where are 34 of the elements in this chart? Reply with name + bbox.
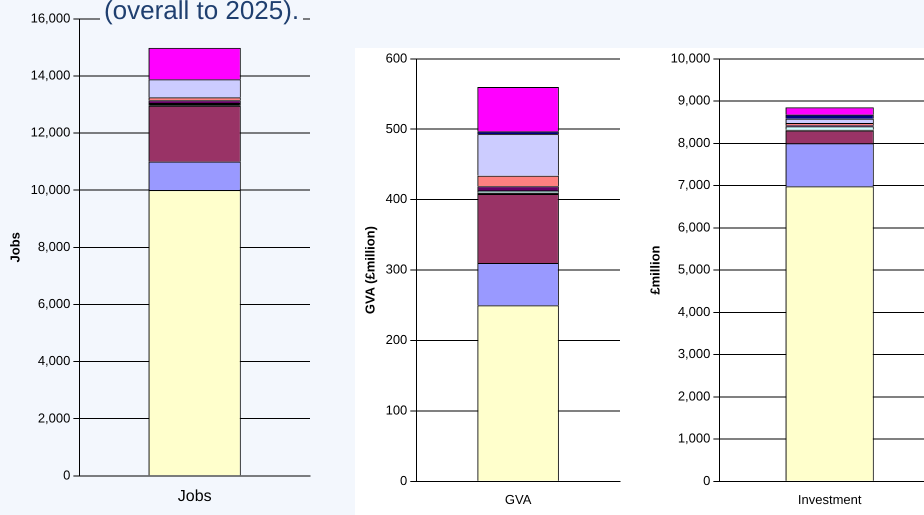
y-tick-label: 1,000 (678, 430, 710, 446)
y-tick-label: 5,000 (678, 262, 710, 277)
y-tick-label: 10,000 (670, 50, 710, 66)
y-tick-label: 4,000 (38, 353, 70, 368)
y-axis-title: £million (647, 245, 662, 295)
y-tick-label: 2,000 (678, 388, 710, 404)
y-tick-label: 14,000 (30, 68, 70, 83)
y-tick-label: 16,000 (30, 10, 70, 26)
x-tick-label: GVA (504, 492, 532, 507)
y-tick-label: 6,000 (38, 296, 70, 312)
y-tick-label: 300 (386, 262, 408, 277)
chart-title: (overall to 2025). (100, 0, 304, 25)
y-axis-title: GVA (£million) (362, 226, 378, 314)
y-tick-label: 8,000 (678, 134, 710, 150)
y-tick-label: 200 (386, 332, 408, 348)
y-tick-label: 600 (386, 50, 408, 66)
y-tick-label: 4,000 (678, 304, 710, 319)
x-tick-label: Jobs (178, 488, 212, 505)
y-tick-label: 100 (386, 402, 408, 418)
y-tick-label: 8,000 (38, 238, 70, 254)
y-tick-label: 12,000 (30, 124, 70, 140)
y-tick-label: 10,000 (30, 182, 70, 197)
y-tick-label: 0 (400, 472, 408, 488)
y-tick-label: 0 (703, 472, 710, 488)
y-tick-label: 400 (386, 191, 408, 206)
y-tick-label: 7,000 (678, 177, 710, 192)
y-tick-label: 3,000 (678, 346, 710, 362)
y-tick-label: 6,000 (678, 219, 710, 234)
y-tick-label: 9,000 (678, 92, 710, 108)
x-tick-label: Investment (798, 492, 862, 507)
y-axis-title: Jobs (7, 232, 22, 262)
y-tick-label: 500 (386, 120, 408, 136)
y-tick-label: 0 (63, 467, 70, 482)
y-tick-label: 2,000 (38, 410, 70, 426)
